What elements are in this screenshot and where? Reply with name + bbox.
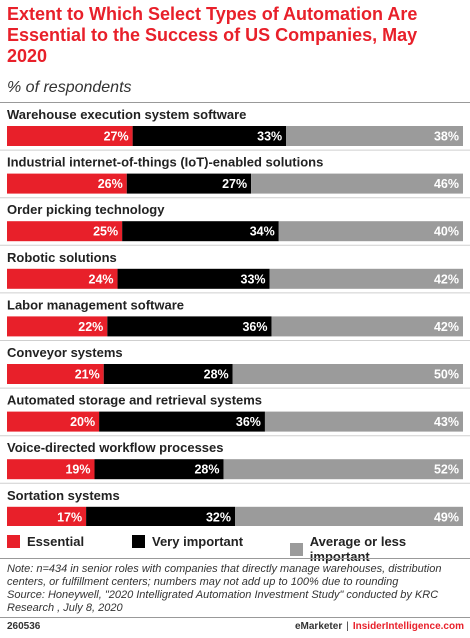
- footer-divider: [0, 617, 470, 618]
- category-label: Automated storage and retrieval systems: [7, 393, 262, 408]
- data-label-essential: 24%: [89, 272, 114, 286]
- brand-separator: |: [346, 621, 349, 632]
- bar-average: [235, 506, 463, 526]
- brand-insider-intelligence[interactable]: InsiderIntelligence.com: [352, 621, 464, 632]
- bar-very-important: [132, 126, 287, 146]
- legend-item-very-important: Very important: [132, 534, 243, 549]
- notes-divider: [0, 558, 470, 559]
- data-label-very-important: 32%: [206, 510, 231, 524]
- legend-swatch-average: [290, 542, 303, 556]
- data-label-very-important: 33%: [257, 130, 282, 144]
- bar-very-important: [86, 506, 235, 526]
- bar-essential: [7, 221, 123, 242]
- data-label-essential: 25%: [93, 225, 118, 239]
- bar-essential: [7, 173, 127, 194]
- category-label: Robotic solutions: [7, 250, 117, 265]
- category-label: Sortation systems: [7, 488, 120, 503]
- header-divider: [0, 102, 470, 103]
- data-label-essential: 17%: [57, 510, 82, 524]
- bar-average: [223, 459, 463, 480]
- data-label-very-important: 28%: [194, 463, 219, 477]
- bar-essential: [7, 411, 100, 432]
- bar-very-important: [126, 173, 252, 194]
- bar-very-important: [103, 364, 233, 384]
- data-label-average: 43%: [434, 415, 459, 429]
- legend-label-essential: Essential: [27, 534, 85, 549]
- data-label-essential: 22%: [78, 320, 103, 334]
- bar-average: [232, 364, 463, 384]
- bar-average: [278, 221, 463, 242]
- data-label-average: 50%: [434, 368, 459, 382]
- chart-notes: Note: n=434 in senior roles with compani…: [7, 563, 465, 615]
- legend-label-very-important: Very important: [152, 534, 244, 549]
- data-label-very-important: 27%: [222, 177, 247, 191]
- bar-average: [271, 316, 463, 337]
- legend-item-essential: Essential: [7, 534, 84, 549]
- category-label: Order picking technology: [7, 202, 165, 217]
- data-label-very-important: 34%: [250, 225, 275, 239]
- data-label-essential: 19%: [65, 463, 90, 477]
- note-text: Note: n=434 in senior roles with compani…: [7, 563, 442, 588]
- bar-essential: [7, 126, 133, 146]
- data-label-average: 49%: [434, 510, 459, 524]
- bar-very-important: [107, 316, 272, 337]
- bar-very-important: [99, 411, 265, 432]
- bar-average: [264, 411, 463, 432]
- data-label-average: 38%: [434, 130, 459, 144]
- bar-average: [269, 268, 463, 289]
- chart-id: 260536: [7, 621, 41, 632]
- bar-average: [251, 173, 463, 194]
- bar-very-important: [122, 221, 279, 242]
- chart-legend: Essential Very important Average or less…: [7, 534, 467, 564]
- legend-item-average: Average or less important: [290, 534, 467, 564]
- brand-emarketer: eMarketer: [294, 621, 343, 632]
- data-label-very-important: 33%: [241, 272, 266, 286]
- bar-essential: [7, 364, 104, 384]
- bar-very-important: [94, 459, 224, 480]
- category-label: Labor management software: [7, 297, 184, 312]
- footer-brand: eMarketer | InsiderIntelligence.com: [295, 621, 464, 632]
- bar-average: [286, 126, 463, 146]
- data-label-average: 46%: [434, 177, 459, 191]
- data-label-very-important: 28%: [204, 368, 229, 382]
- chart-subtitle: % of respondents: [7, 79, 132, 96]
- stacked-bar-chart: Warehouse execution system software 27% 33…: [0, 107, 470, 526]
- data-label-very-important: 36%: [236, 415, 261, 429]
- data-label-essential: 20%: [70, 415, 95, 429]
- bar-essential: [7, 268, 118, 289]
- category-label: Warehouse execution system software: [7, 107, 246, 122]
- chart-title: Extent to Which Select Types of Automati…: [7, 4, 418, 66]
- data-label-average: 40%: [434, 225, 459, 239]
- bar-essential: [7, 316, 108, 337]
- legend-swatch-essential: [7, 535, 20, 548]
- category-label: Industrial internet-of-things (IoT)-enab…: [7, 155, 323, 170]
- data-label-average: 42%: [434, 320, 459, 334]
- bar-essential: [7, 506, 87, 526]
- data-label-very-important: 36%: [242, 320, 267, 334]
- bar-very-important: [117, 268, 270, 289]
- data-label-essential: 27%: [104, 130, 129, 144]
- data-label-average: 52%: [434, 463, 459, 477]
- category-label: Voice-directed workflow processes: [7, 440, 224, 455]
- source-text: Source: Honeywell, "2020 Intelligrated A…: [7, 589, 439, 614]
- category-label: Conveyor systems: [7, 345, 123, 360]
- bar-essential: [7, 459, 95, 480]
- data-label-essential: 26%: [98, 177, 123, 191]
- legend-swatch-very-important: [132, 535, 145, 548]
- data-label-essential: 21%: [75, 368, 100, 382]
- data-label-average: 42%: [434, 272, 459, 286]
- legend-label-average: Average or less important: [309, 534, 407, 564]
